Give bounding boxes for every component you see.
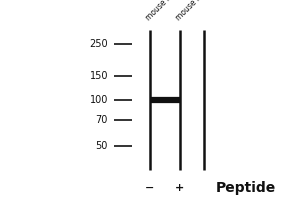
Text: −: −	[145, 183, 155, 193]
Text: mouse liver: mouse liver	[144, 0, 182, 22]
Text: Peptide: Peptide	[216, 181, 276, 195]
Text: 100: 100	[90, 95, 108, 105]
Text: 150: 150	[89, 71, 108, 81]
Text: 70: 70	[96, 115, 108, 125]
Text: 50: 50	[96, 141, 108, 151]
Text: +: +	[176, 183, 184, 193]
Text: mouse liver: mouse liver	[174, 0, 212, 22]
Text: 250: 250	[89, 39, 108, 49]
